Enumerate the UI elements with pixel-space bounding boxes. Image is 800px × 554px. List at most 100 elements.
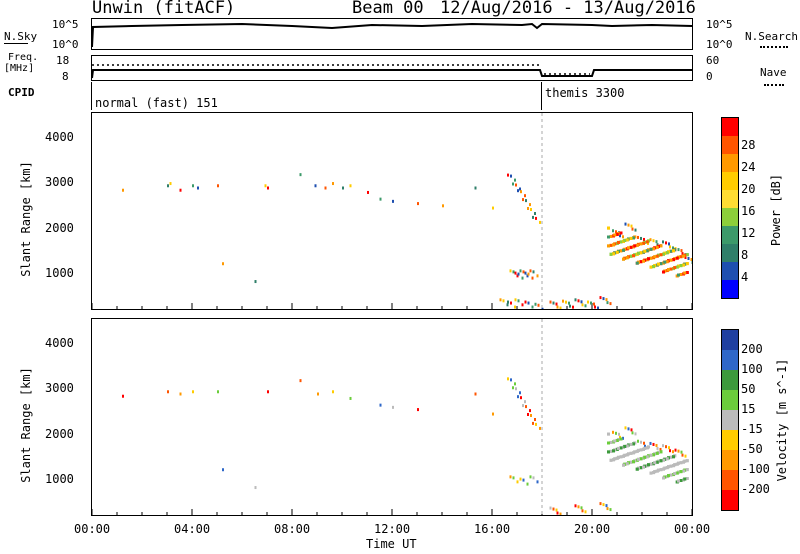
scatter-point xyxy=(655,240,658,244)
scatter-point xyxy=(527,413,529,416)
scatter-cluster-point xyxy=(637,457,640,461)
scatter-point xyxy=(643,237,645,241)
scatter-cluster-point xyxy=(642,259,645,263)
scatter-cluster-point xyxy=(633,244,637,248)
scatter-point xyxy=(606,507,609,511)
velocity-cbar-label-wrap: Velocity [m s^-1] xyxy=(772,359,792,482)
scatter-point xyxy=(527,301,530,305)
scatter-cluster-point xyxy=(629,451,633,455)
scatter-cluster-point xyxy=(642,465,645,469)
scatter-point xyxy=(541,307,544,309)
scatter-cluster-point xyxy=(682,460,685,464)
scatter-cluster-point xyxy=(629,460,633,464)
scatter-point xyxy=(516,274,519,278)
cpid-mode-themis: themis 3300 xyxy=(545,86,625,100)
scatter-point xyxy=(417,408,419,412)
scatter-cluster-point xyxy=(652,265,655,269)
velocity-ytick-3000: 3000 xyxy=(45,381,74,395)
scatter-cluster-point xyxy=(672,249,675,253)
scatter-point xyxy=(264,184,267,188)
scatter-point xyxy=(122,394,124,398)
scatter-cluster-point xyxy=(615,456,619,460)
scatter-point xyxy=(167,390,169,394)
scatter-point xyxy=(514,382,516,386)
scatter-cluster-point xyxy=(675,265,679,269)
scatter-point xyxy=(602,297,605,301)
scatter-point xyxy=(606,301,609,305)
scatter-point xyxy=(519,269,522,273)
scatter-point xyxy=(622,235,624,239)
scatter-point xyxy=(584,510,587,514)
velocity-ylabel-wrap: Slant Range [km] xyxy=(16,366,36,486)
velocity-colorbar xyxy=(721,329,739,511)
scatter-point xyxy=(634,432,637,436)
scatter-point xyxy=(532,215,534,219)
scatter-cluster-point xyxy=(633,450,637,454)
scatter-cluster-point xyxy=(675,462,679,466)
scatter-point xyxy=(690,258,692,261)
scatter-point xyxy=(179,392,182,396)
scatter-cluster-point xyxy=(682,254,685,258)
scatter-cluster-point xyxy=(625,256,629,260)
cpid-divider xyxy=(541,82,542,110)
xtick-2000: 20:00 xyxy=(574,522,611,536)
nsky-tick-top: 10^5 xyxy=(52,18,79,31)
xtick-0800: 08:00 xyxy=(274,522,311,536)
scatter-point xyxy=(652,239,655,243)
scatter-point xyxy=(525,405,527,409)
scatter-point xyxy=(525,199,527,203)
scatter-cluster-point xyxy=(607,450,610,454)
scatter-point xyxy=(267,390,269,394)
freq-unit-label: [MHz] xyxy=(4,63,35,74)
scatter-point xyxy=(510,301,512,305)
scatter-point xyxy=(222,262,224,266)
scatter-point xyxy=(349,184,352,188)
scatter-cluster-point xyxy=(622,454,625,458)
scatter-point xyxy=(656,243,659,247)
scatter-cluster-point xyxy=(655,460,659,464)
scatter-point xyxy=(512,182,514,186)
power-panel xyxy=(91,112,693,310)
colorbar-segment xyxy=(722,262,738,280)
scatter-cluster-point xyxy=(653,255,657,259)
scatter-point xyxy=(677,248,680,252)
velocity-cbar-tick-100: 100 xyxy=(741,362,763,376)
scatter-cluster-point xyxy=(663,260,667,264)
scatter-point xyxy=(535,422,537,426)
colorbar-segment xyxy=(722,226,738,244)
scatter-cluster-point xyxy=(649,265,653,269)
scatter-point xyxy=(512,386,514,390)
scatter-cluster-point xyxy=(607,235,610,239)
scatter-point xyxy=(521,303,524,307)
scatter-point xyxy=(507,300,509,304)
scatter-cluster-point xyxy=(665,260,669,264)
scatter-point xyxy=(662,444,664,448)
scatter-cluster-point xyxy=(677,479,680,483)
scatter-point xyxy=(510,378,512,382)
scatter-point xyxy=(517,299,520,303)
scatter-cluster-point xyxy=(683,477,687,481)
scatter-point xyxy=(672,246,674,250)
scatter-cluster-point xyxy=(655,451,659,455)
scatter-point xyxy=(526,482,529,486)
power-plot xyxy=(92,113,692,309)
scatter-point xyxy=(634,228,637,232)
xlabel: Time UT xyxy=(366,537,417,551)
xtick-1200: 12:00 xyxy=(374,522,411,536)
scatter-cluster-point xyxy=(637,251,640,255)
scatter-point xyxy=(474,186,477,190)
scatter-cluster-point xyxy=(629,254,633,258)
scatter-point xyxy=(630,428,633,432)
scatter-cluster-point xyxy=(667,268,670,272)
power-cbar-label: Power [dB] xyxy=(769,173,783,247)
scatter-cluster-point xyxy=(662,252,665,256)
scatter-point xyxy=(649,238,652,242)
scatter-point xyxy=(536,274,539,278)
scatter-point xyxy=(627,427,630,431)
scatter-cluster-point xyxy=(612,252,615,256)
scatter-point xyxy=(536,480,539,484)
scatter-point xyxy=(665,241,667,245)
scatter-point xyxy=(593,302,595,306)
nsky-tick-bottom: 10^0 xyxy=(52,38,79,51)
scatter-point xyxy=(529,475,532,479)
